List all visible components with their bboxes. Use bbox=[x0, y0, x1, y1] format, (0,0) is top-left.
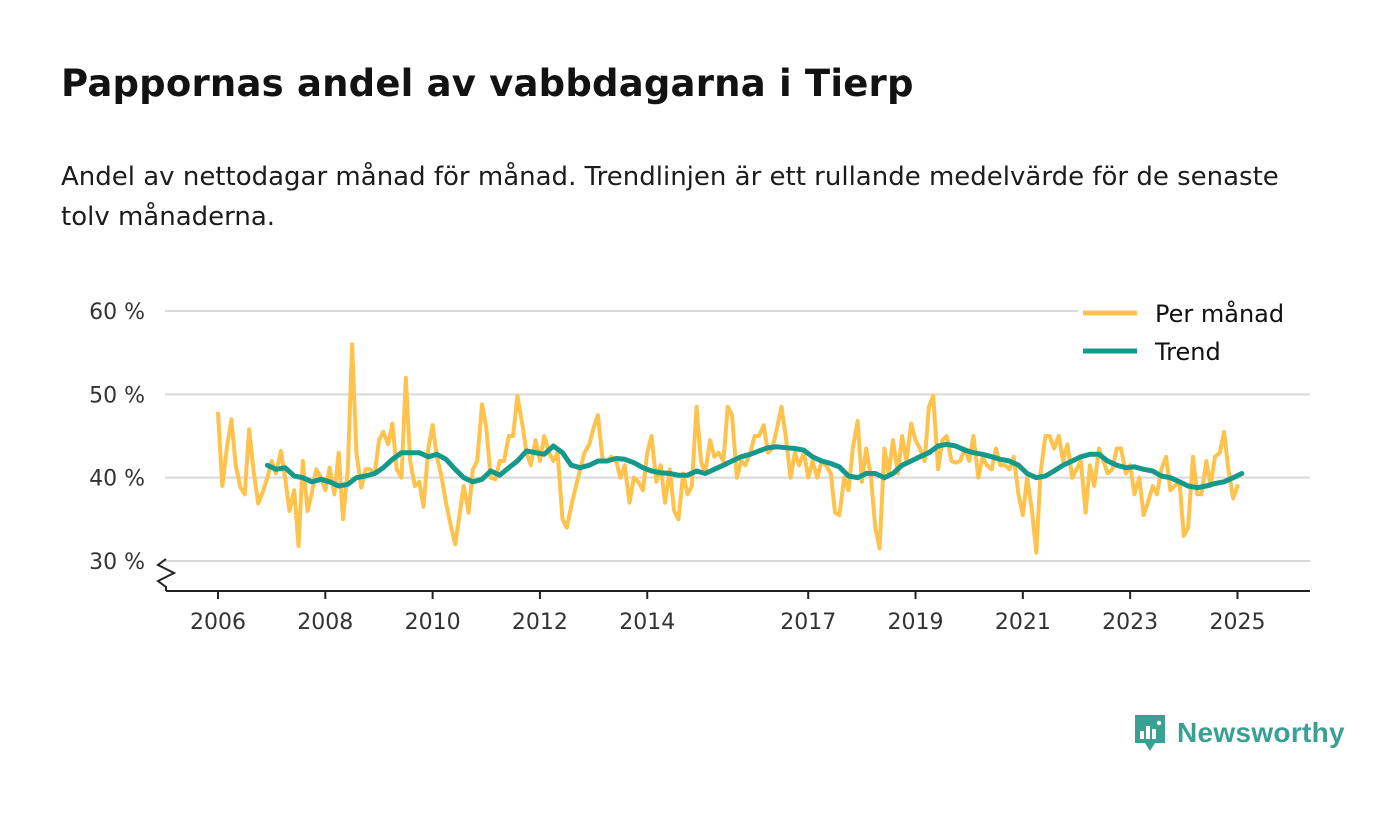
x-tick-label: 2019 bbox=[888, 610, 944, 635]
x-tick-label: 2025 bbox=[1209, 610, 1265, 635]
x-tick-label: 2010 bbox=[405, 610, 461, 635]
legend-bg bbox=[1078, 343, 1318, 373]
legend-label: Trend bbox=[1154, 338, 1221, 366]
series-lines bbox=[216, 342, 1245, 555]
x-tick-label: 2006 bbox=[190, 610, 246, 635]
legend-label: Per månad bbox=[1155, 299, 1284, 328]
y-tick-label: 40 % bbox=[89, 467, 145, 492]
chart-subtitle: Andel av nettodagar månad för månad. Tre… bbox=[61, 162, 1279, 232]
legend-bg bbox=[1078, 305, 1318, 335]
series-per-manad-line bbox=[216, 342, 1240, 555]
x-tick-label: 2017 bbox=[780, 610, 836, 635]
x-tick-label: 2012 bbox=[512, 610, 568, 635]
x-tick-label: 2021 bbox=[995, 610, 1051, 635]
series-trend-line bbox=[264, 441, 1245, 491]
x-axis: 2006 2008 2010 2012 2014 2017 2019 2021 2023 2025 bbox=[156, 558, 1310, 635]
y-tick-label: 60 % bbox=[89, 300, 145, 325]
y-tick-label: 30 % bbox=[89, 550, 145, 575]
axis-break-marker bbox=[156, 558, 177, 591]
y-axis-ticks: 30 % 40 % 50 % 60 % bbox=[89, 300, 145, 575]
chart-title: Pappornas andel av vabbdagarna i Tierp bbox=[61, 62, 914, 105]
x-tick-label: 2014 bbox=[619, 610, 675, 635]
newsworthy-logo-text: Newsworthy bbox=[1177, 717, 1345, 748]
x-tick-label: 2023 bbox=[1102, 610, 1158, 635]
newsworthy-logo: Newsworthy bbox=[1133, 713, 1345, 753]
newsworthy-logo-icon bbox=[1135, 715, 1165, 751]
y-tick-label: 50 % bbox=[89, 383, 145, 408]
chart-legend: Per månad Trend bbox=[1078, 299, 1318, 373]
x-tick-label: 2008 bbox=[297, 610, 353, 635]
